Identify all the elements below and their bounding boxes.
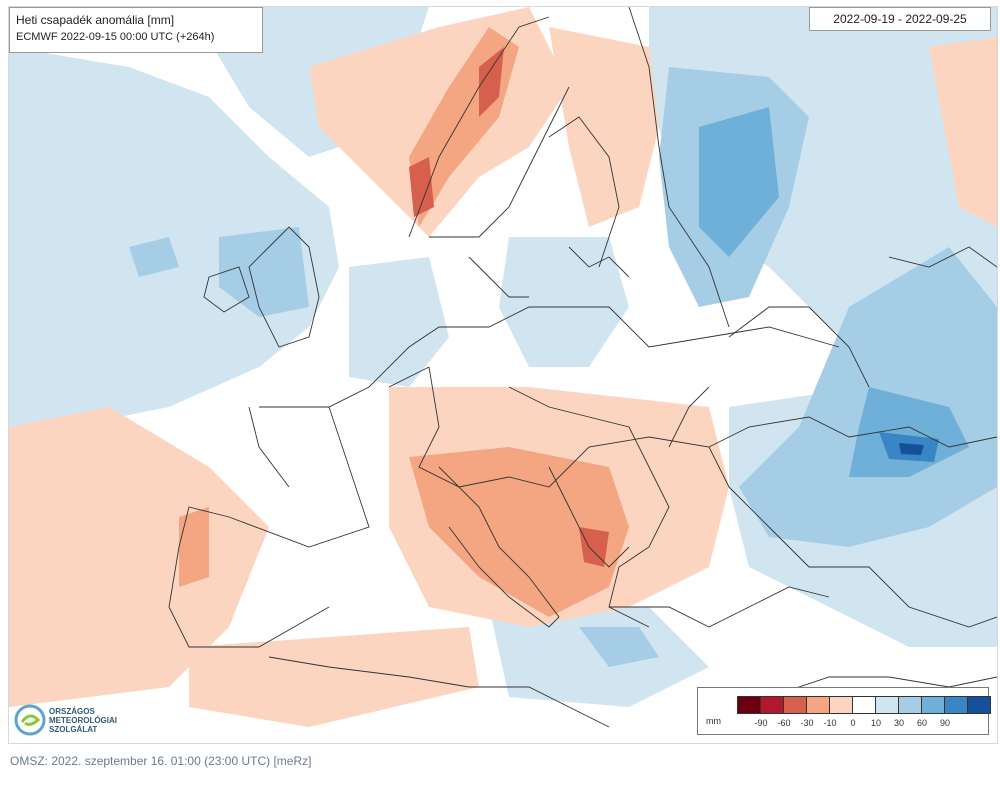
country-borders xyxy=(168,7,997,728)
dry-strong-norway xyxy=(479,47,504,117)
wet-darkest xyxy=(899,443,924,455)
legend-swatch xyxy=(967,696,991,714)
legend-swatch xyxy=(806,696,830,714)
wet-medium-ionian xyxy=(579,627,659,667)
date-range: 2022-09-19 - 2022-09-25 xyxy=(809,7,991,31)
dry-light-scandinavia xyxy=(549,27,659,227)
dry-strong-norway-coast xyxy=(409,157,434,217)
wet-strong-ukraine xyxy=(849,387,969,477)
logo-line-3: SZOLGÁLAT xyxy=(49,724,98,734)
wet-light-baltic xyxy=(499,237,629,367)
dry-light-east xyxy=(929,37,997,227)
legend-swatch xyxy=(921,696,945,714)
wet-light-med xyxy=(489,607,709,707)
map-title: Heti csapadék anomália [mm] xyxy=(16,13,175,27)
legend-tick-label: -10 xyxy=(823,718,837,728)
dry-medium-spain xyxy=(179,507,209,587)
dry-light-iberia xyxy=(9,407,269,707)
legend-swatch xyxy=(898,696,922,714)
wet-light-central xyxy=(349,257,449,387)
legend-tick-label: 0 xyxy=(850,718,856,728)
legend-colorbar xyxy=(737,696,991,714)
map-subtitle: ECMWF 2022-09-15 00:00 UTC (+264h) xyxy=(16,31,215,43)
wet-medium-sea xyxy=(129,237,179,277)
legend-swatch xyxy=(829,696,853,714)
wet-medium-uk xyxy=(219,227,309,317)
dry-strong-balkans xyxy=(579,527,609,567)
omsz-logo: ORSZÁGOS METEOROLÓGIAI SZOLGÁLAT xyxy=(13,697,143,743)
legend-swatch xyxy=(760,696,784,714)
wet-light-atlantic xyxy=(9,47,339,427)
wet-strong-volga xyxy=(699,107,779,257)
legend-swatch xyxy=(783,696,807,714)
map-title-box: Heti csapadék anomália [mm] ECMWF 2022-0… xyxy=(9,7,263,53)
legend-tick-label: 30 xyxy=(893,718,905,728)
legend-tick-label: 10 xyxy=(870,718,882,728)
legend-tick-label: -90 xyxy=(754,718,768,728)
legend-ticks: -90 -60 -30 -10 0 10 30 60 90 xyxy=(738,718,997,730)
footer-credit: OMSZ: 2022. szeptember 16. 01:00 (23:00 … xyxy=(10,754,312,768)
logo-line-1: ORSZÁGOS xyxy=(49,706,95,716)
legend-tick-label: 60 xyxy=(916,718,928,728)
legend-swatch xyxy=(737,696,761,714)
dry-medium-alps-italy xyxy=(409,447,629,617)
legend-tick-label: -60 xyxy=(777,718,791,728)
legend-unit: mm xyxy=(706,716,721,726)
legend-tick-label: 90 xyxy=(939,718,951,728)
legend-tick-label: -30 xyxy=(800,718,814,728)
precipitation-anomaly-map xyxy=(9,7,997,743)
omsz-logo-icon xyxy=(14,704,46,736)
legend-swatch xyxy=(875,696,899,714)
logo-line-2: METEOROLÓGIAI xyxy=(49,715,117,725)
legend: mm -90 -60 -30 -10 0 10 30 60 90 xyxy=(697,687,991,735)
legend-swatch xyxy=(852,696,876,714)
legend-swatch xyxy=(944,696,968,714)
map-frame: Heti csapadék anomália [mm] ECMWF 2022-0… xyxy=(8,6,998,744)
dry-light-africa xyxy=(189,627,479,727)
